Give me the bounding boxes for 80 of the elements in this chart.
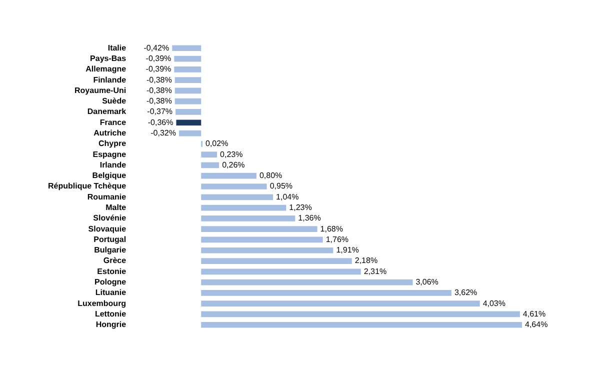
y-tick-label: Pays-Bas	[90, 54, 127, 63]
data-label: 4,03%	[482, 298, 506, 308]
data-label: -0,38%	[146, 96, 172, 106]
y-tick-label: Lettonie	[94, 309, 127, 318]
y-tick-label: Belgique	[92, 171, 127, 180]
bar	[201, 194, 274, 200]
y-tick-label: République Tchèque	[48, 182, 127, 191]
y-tick-label: Slovénie	[93, 214, 127, 223]
y-tick-label: Hongrie	[96, 320, 127, 330]
bar	[174, 66, 202, 72]
y-tick-label: Estonie	[97, 266, 127, 276]
data-label: 1,04%	[276, 192, 299, 202]
data-label: -0,38%	[146, 75, 172, 84]
bar	[201, 172, 256, 179]
y-tick-label: Bulgarie	[94, 246, 127, 255]
bar	[201, 247, 334, 254]
y-tick-label: Pologne	[94, 278, 127, 287]
y-tick-label: Grèce	[103, 256, 127, 266]
y-tick-label: Autriche	[94, 128, 127, 138]
bar	[201, 162, 220, 168]
bar	[201, 311, 520, 318]
data-label: 2,18%	[354, 256, 378, 266]
y-tick-label: Portugal	[94, 234, 126, 244]
y-tick-label: Royaume-Uni	[74, 86, 126, 95]
data-label: -0,38%	[146, 86, 172, 95]
y-tick-label: Espagne	[92, 150, 127, 159]
bar	[176, 120, 202, 126]
data-label: 0,02%	[206, 139, 228, 148]
bar	[176, 109, 202, 115]
y-tick-label: Slovaquie	[88, 224, 127, 234]
bar	[174, 98, 202, 104]
y-tick-label: Danemark	[87, 107, 127, 116]
bar	[201, 236, 323, 243]
y-tick-label: Chypre	[98, 139, 127, 148]
data-label: 0,80%	[259, 171, 282, 180]
y-tick-label: Finlande	[93, 75, 127, 84]
bar	[174, 88, 202, 94]
bar	[201, 258, 352, 264]
data-label: -0,37%	[147, 107, 173, 116]
data-label: 0,26%	[222, 160, 245, 170]
data-label: -0,39%	[146, 54, 172, 63]
data-label: 1,91%	[336, 246, 359, 255]
y-tick-label: Lituanie	[95, 288, 127, 298]
bar	[201, 300, 480, 307]
y-tick-label: Roumanie	[87, 192, 127, 202]
y-tick-label: Italie	[108, 43, 127, 52]
data-label: 1,36%	[298, 214, 321, 223]
bar	[201, 216, 296, 222]
y-tick-label: Luxembourg	[78, 298, 126, 308]
bar	[201, 322, 522, 328]
bar	[201, 184, 267, 190]
bar	[201, 268, 361, 275]
bar	[201, 279, 413, 286]
y-tick-label: Allemagne	[86, 64, 127, 74]
bar	[201, 290, 452, 296]
bar	[201, 152, 218, 158]
bar	[174, 56, 202, 62]
data-label: 4,61%	[522, 309, 546, 318]
y-tick-label: France	[100, 118, 127, 127]
data-label: -0,42%	[144, 43, 170, 52]
data-label: 1,68%	[320, 224, 343, 234]
data-label: 4,64%	[525, 320, 548, 330]
data-label: 0,23%	[220, 150, 243, 159]
bar	[172, 45, 202, 52]
data-label: 3,62%	[454, 288, 478, 298]
bar	[174, 77, 202, 83]
data-label: 1,23%	[289, 202, 312, 212]
data-label: 2,31%	[364, 266, 387, 276]
data-label: 0,95%	[270, 182, 293, 191]
data-label: -0,32%	[150, 128, 176, 138]
bar	[178, 130, 202, 136]
bar	[201, 226, 318, 232]
data-label: -0,39%	[146, 64, 172, 74]
data-label: -0,36%	[148, 118, 174, 127]
y-tick-label: Suède	[102, 96, 127, 106]
data-label: 3,06%	[416, 278, 438, 287]
data-label: 1,76%	[326, 234, 349, 244]
y-tick-label: Malte	[106, 202, 127, 212]
y-tick-label: Irlande	[100, 160, 127, 170]
bar	[201, 204, 286, 211]
